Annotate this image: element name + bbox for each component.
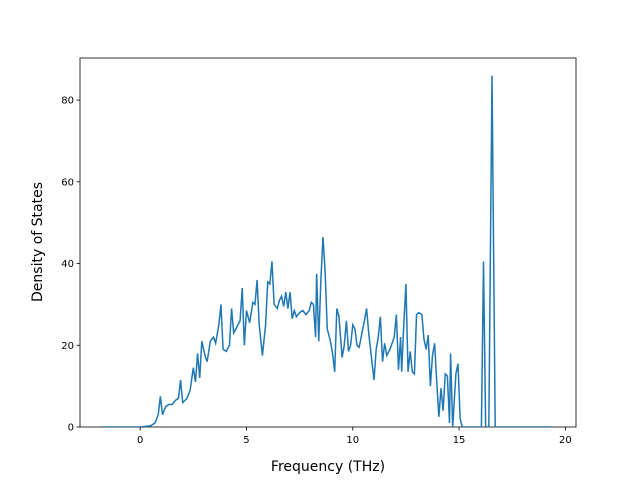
axes-frame [79, 57, 577, 428]
y-tick-label: 60 [61, 177, 74, 188]
y-tick-label: 40 [61, 259, 74, 270]
y-tick-label: 0 [68, 423, 74, 434]
y-tick-label: 20 [61, 341, 74, 352]
x-tick-label: 15 [453, 435, 466, 446]
x-tick-label: 5 [243, 435, 249, 446]
x-tick-label: 20 [559, 435, 572, 446]
y-axis-label: Density of States [30, 182, 46, 302]
line-series [101, 75, 553, 427]
x-tick-label: 0 [137, 435, 143, 446]
x-tick-label: 10 [346, 435, 359, 446]
x-axis-label: Frequency (THz) [271, 459, 385, 475]
y-tick-label: 80 [61, 96, 74, 107]
